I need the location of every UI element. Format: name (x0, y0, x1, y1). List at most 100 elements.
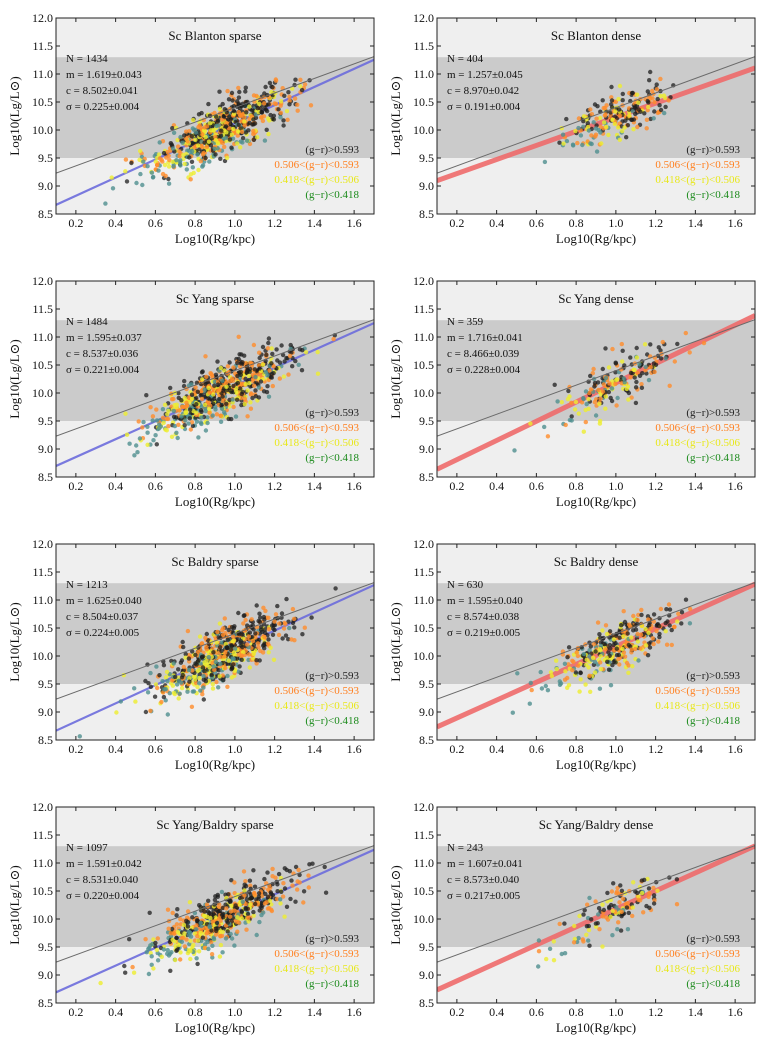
data-point (253, 901, 258, 907)
data-point (238, 639, 244, 644)
x-tick-label: 1.2 (648, 216, 663, 230)
data-point (545, 434, 551, 439)
data-point (284, 355, 289, 361)
data-point (175, 144, 181, 149)
data-point (231, 404, 236, 410)
data-point (227, 137, 233, 142)
data-point (636, 612, 641, 618)
data-point (626, 910, 631, 916)
data-point (236, 356, 241, 362)
data-point (281, 374, 287, 379)
data-point (648, 95, 653, 101)
y-tick-label: 10.0 (32, 649, 53, 663)
data-point (275, 889, 280, 894)
data-point (171, 931, 177, 936)
data-point (223, 902, 228, 907)
data-point (184, 937, 189, 942)
data-point (210, 686, 216, 691)
data-point (651, 893, 657, 898)
x-tick-label: 0.2 (68, 1005, 83, 1019)
data-point (202, 914, 208, 919)
data-point (538, 669, 543, 675)
data-point (195, 961, 200, 967)
data-point (204, 931, 209, 936)
data-point (600, 366, 605, 372)
data-point (214, 679, 219, 685)
data-point (162, 402, 168, 407)
data-point (204, 647, 209, 652)
data-point (295, 879, 300, 884)
data-point (257, 619, 263, 625)
data-point (272, 619, 277, 624)
data-point (242, 396, 248, 402)
data-point (564, 138, 570, 144)
data-point (278, 103, 283, 108)
data-point (170, 937, 175, 943)
data-point (630, 905, 635, 910)
data-point (236, 109, 242, 115)
data-point (218, 413, 224, 418)
data-point (205, 420, 210, 426)
data-point (219, 406, 225, 411)
data-point (189, 133, 194, 139)
data-point (217, 621, 223, 626)
legend-entry: (g−r)>0.593 (305, 933, 359, 945)
data-point (322, 864, 327, 870)
scatter-points (542, 69, 676, 165)
scatter-points (103, 77, 314, 206)
data-point (123, 411, 128, 416)
x-tick-label: 1.4 (307, 1005, 322, 1019)
data-point (251, 642, 257, 648)
data-point (280, 636, 285, 641)
legend-entry: 0.506<(g−r)<0.593 (274, 685, 359, 697)
data-point (235, 133, 240, 138)
data-point (200, 935, 205, 940)
data-point (229, 903, 234, 908)
plot-area (437, 581, 755, 730)
y-tick-label: 9.5 (419, 151, 434, 165)
legend-entry: (g−r)<0.418 (686, 978, 740, 990)
data-point (191, 170, 196, 176)
data-point (293, 899, 298, 904)
data-point (203, 134, 208, 140)
y-tick-label: 9.5 (419, 677, 434, 691)
data-point (604, 631, 610, 637)
data-point (599, 141, 604, 146)
data-point (645, 876, 650, 882)
x-tick-label: 1.4 (688, 216, 703, 230)
data-point (586, 397, 591, 402)
data-point (240, 389, 245, 395)
data-point (572, 923, 577, 929)
data-point (219, 889, 225, 895)
data-point (166, 408, 171, 414)
data-point (251, 137, 257, 142)
data-point (242, 123, 247, 128)
data-point (588, 373, 593, 379)
data-point (181, 664, 186, 670)
data-point (290, 606, 296, 612)
data-point (247, 381, 252, 386)
data-point (270, 383, 275, 389)
data-point (203, 406, 208, 411)
y-tick-label: 11.5 (413, 565, 434, 579)
data-point (190, 126, 195, 131)
x-tick-label: 1.0 (608, 479, 623, 493)
data-point (149, 954, 154, 959)
data-point (163, 675, 169, 680)
data-point (593, 899, 598, 904)
data-point (597, 401, 602, 407)
data-point (161, 150, 167, 156)
data-point (209, 371, 214, 377)
data-point (178, 957, 183, 962)
data-point (185, 909, 191, 914)
panel-title: Sc Yang dense (558, 291, 634, 306)
data-point (576, 116, 582, 121)
data-point (204, 902, 210, 907)
data-point (243, 907, 248, 912)
data-point (542, 159, 548, 165)
x-tick-label: 1.6 (728, 216, 743, 230)
stat-line: σ = 0.217±0.005 (447, 890, 521, 902)
data-point (652, 109, 657, 114)
data-point (581, 395, 586, 401)
data-point (587, 895, 592, 901)
